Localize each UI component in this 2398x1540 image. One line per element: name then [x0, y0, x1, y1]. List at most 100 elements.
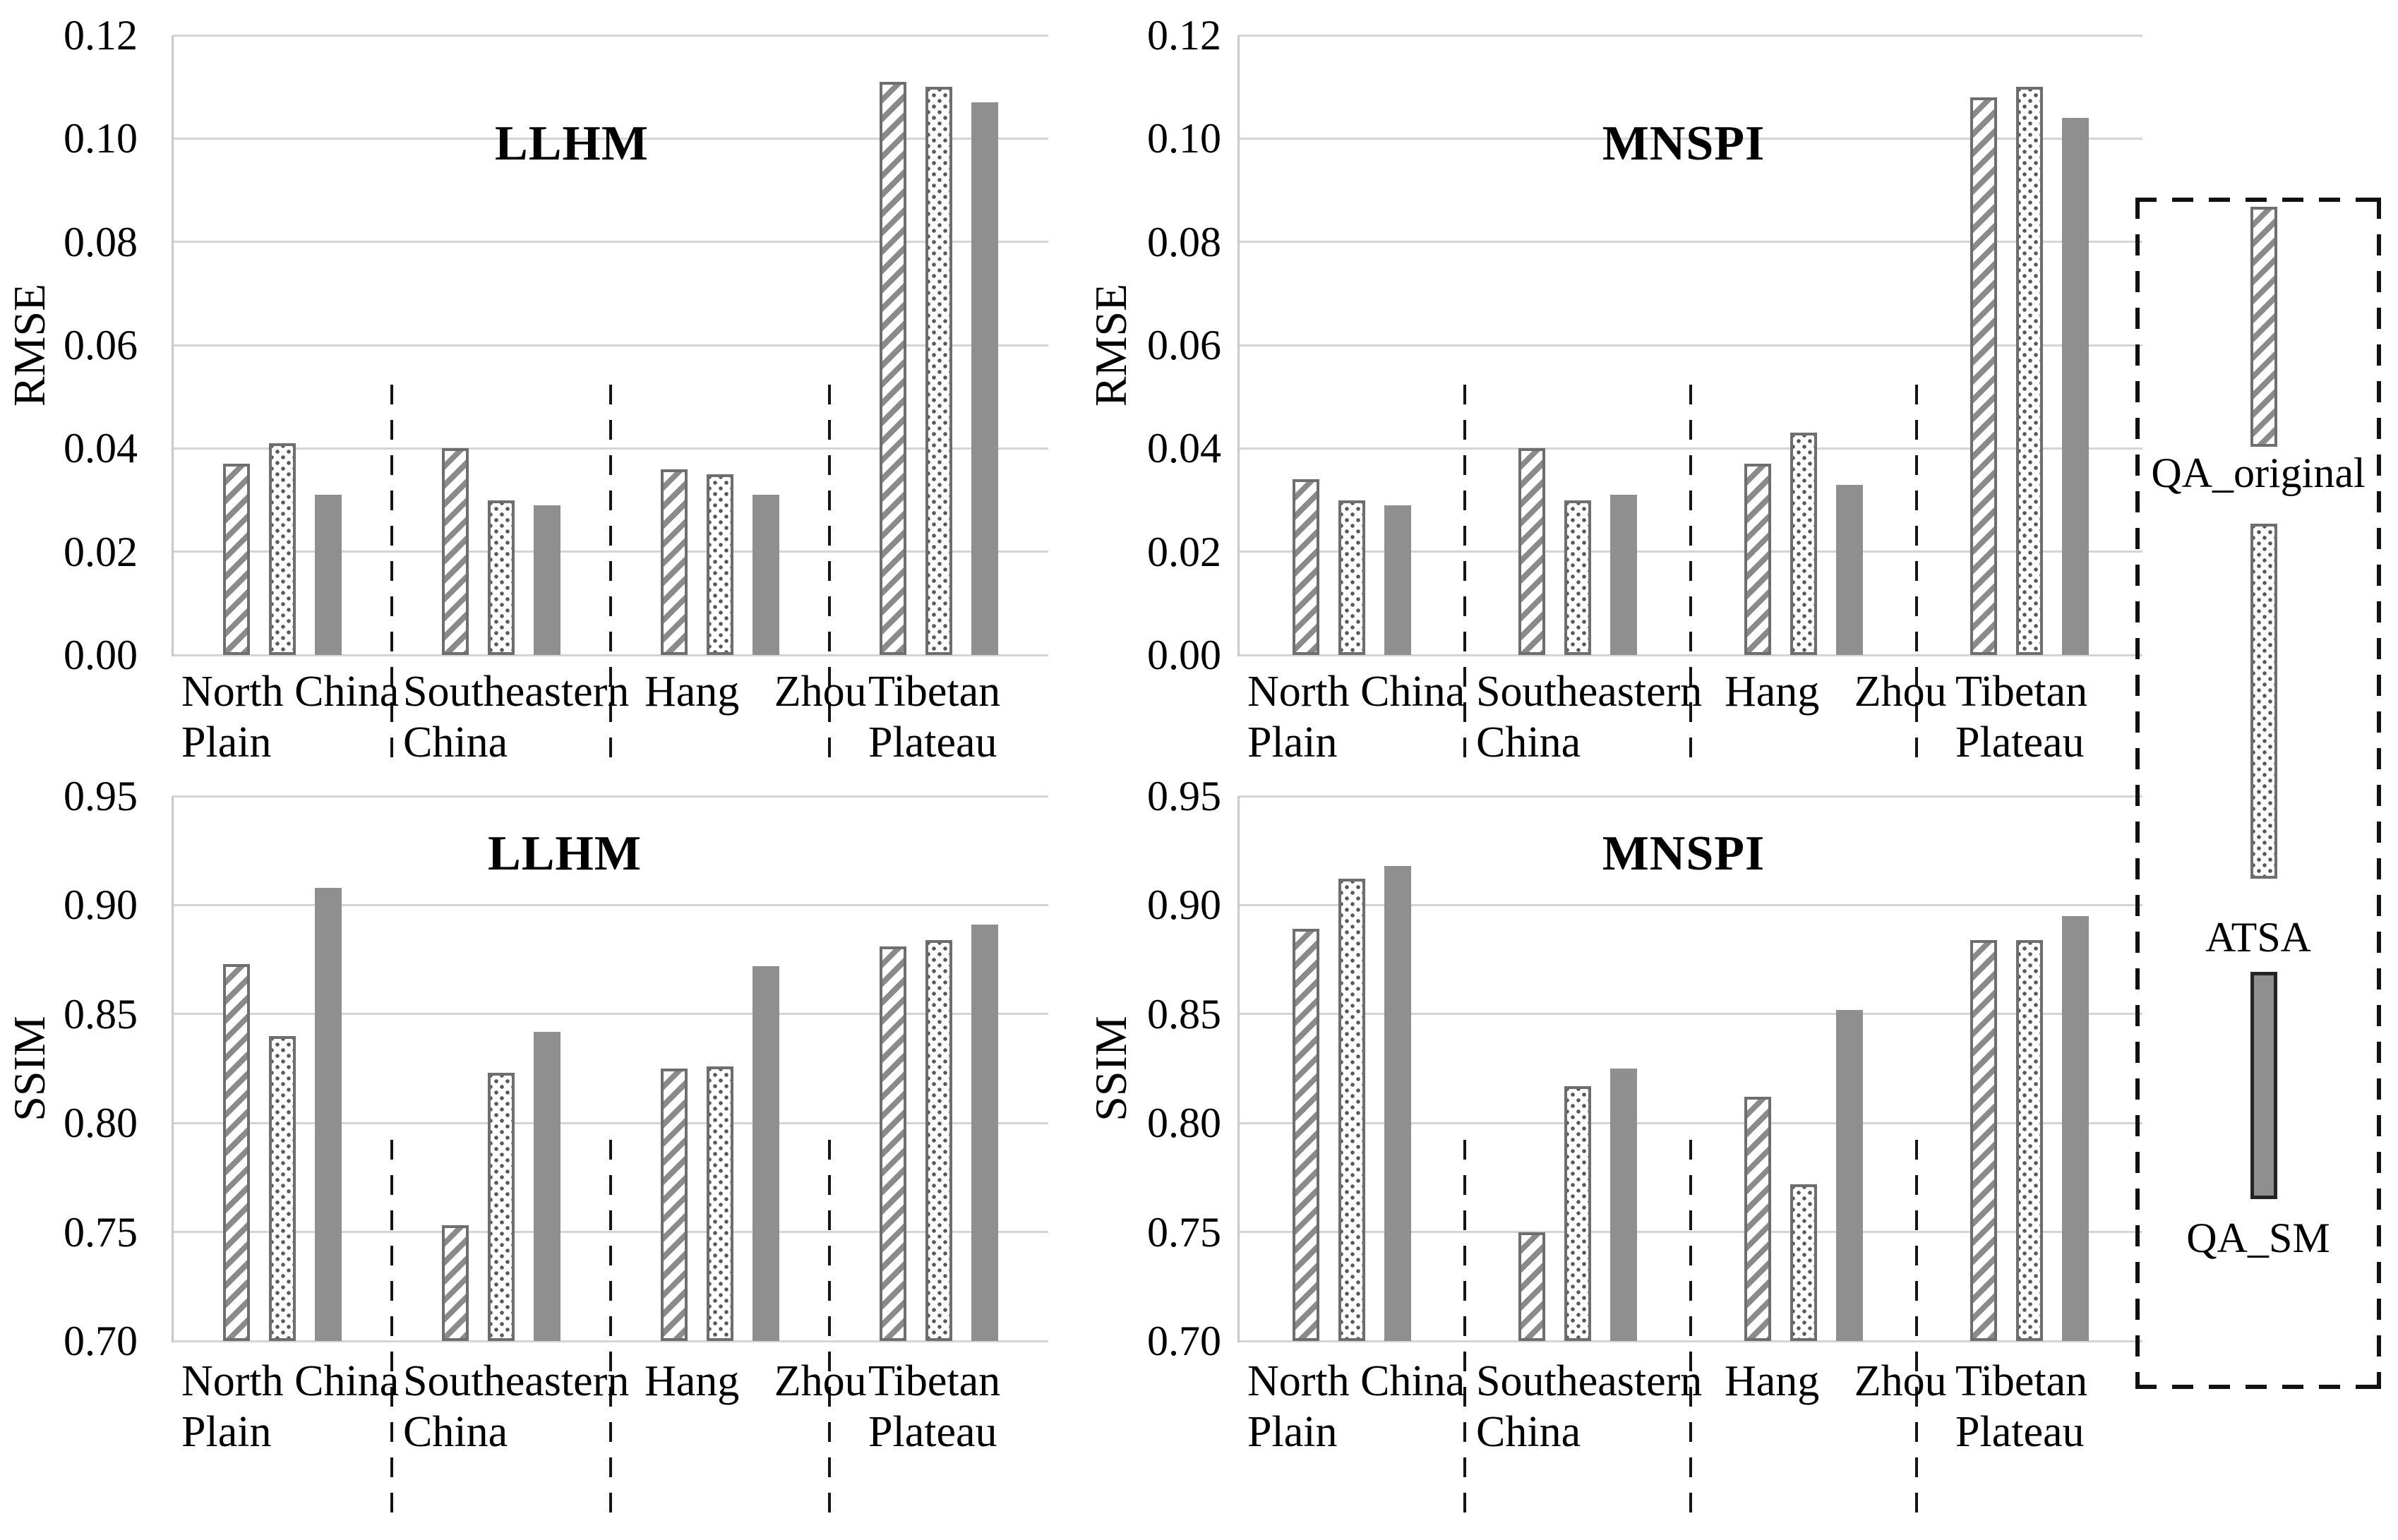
bar-ATSA-southeastern-china [1564, 1085, 1591, 1341]
bar-QA_SM-north-china-plain [1384, 865, 1411, 1341]
gridline-0.95 [1239, 795, 2142, 798]
chart-title-mnspi-rmse: MNSPI [1602, 116, 1765, 171]
x-category-label-0-line2: Plain [181, 1408, 272, 1456]
y-tick-label-0.75: 0.75 [1147, 1208, 1221, 1256]
gridline-0.08 [173, 241, 1048, 243]
bar-QA_original-southeastern-china [442, 448, 469, 655]
x-category-label-1-line1: Southeastern [403, 1357, 630, 1405]
y-tick-label-0.10: 0.10 [64, 115, 138, 162]
y-tick-label-0.04: 0.04 [1147, 425, 1221, 472]
y-tick-label-0.06: 0.06 [1147, 322, 1221, 368]
x-category-label-1-line1: Southeastern [1476, 1357, 1703, 1405]
gridline-0.08 [1239, 241, 2142, 243]
gridline-0.06 [173, 344, 1048, 347]
bar-ATSA-hang-zhou [1790, 1184, 1817, 1341]
y-tick-label-0.06: 0.06 [64, 322, 138, 368]
bar-QA_SM-hang-zhou [1836, 484, 1863, 655]
bar-ATSA-hang-zhou [1790, 433, 1817, 655]
x-category-label-0-line1: North China [1247, 1357, 1465, 1405]
gridline-0.12 [1239, 34, 2142, 37]
bar-ATSA-southeastern-china [1564, 500, 1591, 655]
y-axis-title-ssim-right: SSIM [1086, 1016, 1136, 1121]
x-category-label-3-line1: Tibetan [1955, 1357, 2088, 1405]
legend-swatch-solid-bar-icon [2250, 972, 2277, 1199]
x-category-label-1-line2: China [403, 1408, 508, 1456]
x-category-label-1-line2: China [403, 718, 508, 766]
y-tick-label-0.02: 0.02 [1147, 528, 1221, 575]
bar-QA_SM-north-china-plain [1384, 505, 1411, 655]
y-tick-label-0.08: 0.08 [1147, 218, 1221, 265]
bar-QA_original-hang-zhou [661, 469, 688, 655]
legend-label-qa-sm: QA_SM [2186, 1215, 2330, 1261]
y-tick-label-0.80: 0.80 [64, 1100, 138, 1147]
bar-ATSA-hang-zhou [707, 1066, 733, 1341]
x-category-label-3-line2: Plateau [868, 718, 997, 766]
x-category-label-1-line1: Southeastern [403, 668, 630, 716]
gridline-0.10 [173, 137, 1048, 140]
chart-title-mnspi-ssim: MNSPI [1602, 826, 1765, 881]
bar-QA_SM-north-china-plain [315, 495, 342, 655]
gridline-0.95 [173, 795, 1048, 798]
bar-QA_original-north-china-plain [1293, 479, 1319, 655]
y-axis-line [172, 35, 174, 656]
gridline-0.80 [173, 1121, 1048, 1124]
legend-label-atsa: ATSA [2205, 914, 2312, 961]
bar-ATSA-north-china-plain [1338, 500, 1365, 655]
bar-QA_original-north-china-plain [223, 963, 250, 1341]
region-separator-1 [1689, 1140, 1692, 1523]
bar-ATSA-tibetan-plateau [2016, 87, 2043, 655]
bar-QA_original-hang-zhou [1744, 464, 1771, 655]
x-category-label-0-line1: North China [181, 668, 400, 716]
x-category-label-0-line1: North China [1247, 668, 1465, 716]
y-tick-label-0.95: 0.95 [64, 773, 138, 819]
region-separator-1 [609, 1140, 612, 1523]
legend: QA_original ATSA QA_SM [2135, 198, 2381, 1389]
y-tick-label-0.70: 0.70 [1147, 1318, 1221, 1364]
bar-QA_original-tibetan-plateau [880, 81, 906, 655]
x-category-label-0-line2: Plain [1247, 718, 1338, 766]
y-tick-label-0.12: 0.12 [1147, 12, 1221, 59]
bar-QA_SM-north-china-plain [315, 887, 342, 1341]
bar-ATSA-southeastern-china [488, 1073, 515, 1341]
y-axis-line [1237, 35, 1240, 656]
legend-swatch-dotted-bar-icon [2250, 524, 2277, 879]
y-tick-label-0.75: 0.75 [64, 1208, 138, 1256]
bar-QA_original-southeastern-china [1518, 1232, 1545, 1341]
gridline-0.90 [1239, 903, 2142, 906]
y-tick-label-0.85: 0.85 [64, 990, 138, 1037]
chart-title-llhm-ssim: LLHM [488, 826, 642, 881]
x-category-label-3-line2: Plateau [868, 1408, 997, 1456]
y-axis-title-rmse-left: RMSE [4, 283, 54, 407]
y-tick-label-0.70: 0.70 [64, 1318, 138, 1364]
legend-swatch-hatch-bar-icon [2250, 207, 2277, 447]
y-tick-label-0.90: 0.90 [64, 882, 138, 929]
x-category-label-3-line1: Tibetan [868, 1357, 1001, 1405]
region-separator-0 [390, 385, 393, 769]
y-tick-label-0.12: 0.12 [64, 12, 138, 59]
bar-QA_SM-tibetan-plateau [971, 925, 998, 1341]
bar-QA_SM-tibetan-plateau [2062, 118, 2089, 655]
gridline-0.06 [1239, 344, 2142, 347]
bar-QA_SM-tibetan-plateau [971, 102, 998, 655]
bar-QA_original-southeastern-china [1518, 448, 1545, 655]
gridline-0.10 [1239, 137, 2142, 140]
y-tick-label-0.85: 0.85 [1147, 990, 1221, 1037]
region-separator-2 [828, 385, 831, 769]
x-category-label-2-line1: Hang Zhou [1725, 668, 1947, 716]
x-category-label-0-line1: North China [181, 1357, 400, 1405]
bar-QA_original-tibetan-plateau [1970, 939, 1997, 1341]
region-separator-2 [1915, 1140, 1918, 1523]
gridline-0.90 [173, 903, 1048, 906]
bar-QA_original-hang-zhou [1744, 1097, 1771, 1341]
y-tick-label-0.08: 0.08 [64, 218, 138, 265]
gridline-0.85 [173, 1013, 1048, 1016]
region-separator-1 [609, 385, 612, 769]
gridline-0.80 [1239, 1121, 2142, 1124]
y-tick-label-0.95: 0.95 [1147, 773, 1221, 819]
bar-ATSA-tibetan-plateau [925, 87, 952, 655]
y-tick-label-0.00: 0.00 [64, 632, 138, 678]
y-tick-label-0.90: 0.90 [1147, 882, 1221, 929]
bar-QA_original-north-china-plain [223, 464, 250, 655]
